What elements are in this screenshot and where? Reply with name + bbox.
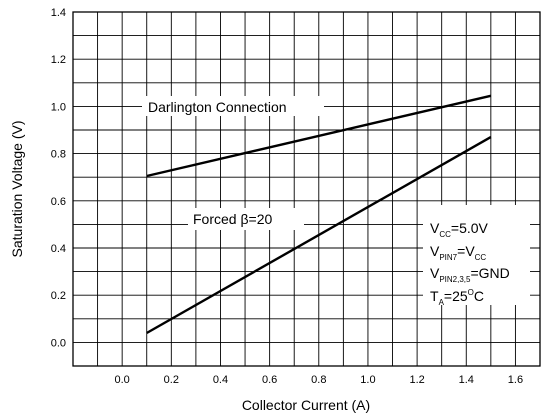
y-tick-label: 0.2 (51, 290, 66, 302)
series-lines (146, 94, 492, 335)
y-tick-label: 0.4 (51, 243, 66, 255)
conditions-block: VCC=5.0V VPIN7=VCC VPIN2,3,5=GND TA=25OC (430, 220, 510, 307)
condition-vpin7: VPIN7=VCC (430, 243, 486, 262)
condition-vcc: VCC=5.0V (430, 220, 489, 239)
x-tick-label: 0.8 (311, 374, 326, 386)
x-tick-label: 0.2 (164, 374, 179, 386)
x-tick-label: 0.4 (213, 374, 228, 386)
series-line-darlington (146, 94, 492, 178)
x-tick-label: 0.0 (115, 374, 130, 386)
darlington-label-bg (142, 96, 324, 116)
condition-vpin235: VPIN2,3,5=GND (430, 265, 510, 284)
grid-lines (73, 12, 540, 366)
y-tick-label: 0.8 (51, 149, 66, 161)
x-tick-label: 1.0 (360, 374, 375, 386)
plot-frame (72, 11, 541, 367)
x-axis-title: Collector Current (A) (242, 397, 370, 413)
y-tick-label: 1.0 (51, 101, 66, 113)
series-line-forced-beta (146, 136, 492, 335)
forced-label-bg (188, 208, 304, 230)
series-label-darlington: Darlington Connection (148, 99, 287, 115)
y-tick-label: 1.2 (51, 54, 66, 66)
y-tick-label: 0.6 (51, 196, 66, 208)
y-tick-label: 1.4 (51, 7, 66, 19)
x-tick-label: 1.2 (409, 374, 424, 386)
x-tick-label: 1.6 (508, 374, 523, 386)
condition-ta: TA=25OC (430, 288, 484, 307)
x-tick-label: 0.6 (262, 374, 277, 386)
conditions-box-bg (423, 205, 530, 305)
y-tick-label: 0.0 (51, 337, 66, 349)
tick-labels: 0.0 0.2 0.4 0.6 0.8 1.0 1.2 1.4 1.6 0.0 0.2 0.4 0.6 0… (51, 7, 523, 386)
x-tick-label: 1.4 (459, 374, 474, 386)
y-axis-title: Saturation Voltage (V) (9, 121, 25, 258)
series-label-forced: Forced β=20 (193, 211, 272, 227)
